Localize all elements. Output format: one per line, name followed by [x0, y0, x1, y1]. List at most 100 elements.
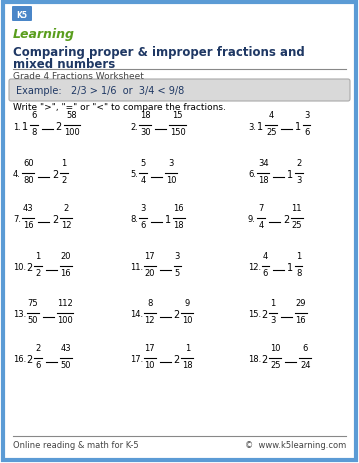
Text: 10: 10 — [270, 343, 281, 352]
Text: 16: 16 — [23, 220, 34, 230]
Text: 6.: 6. — [248, 170, 256, 179]
Text: 17: 17 — [144, 251, 155, 260]
Text: 18: 18 — [182, 360, 193, 369]
Text: 16: 16 — [173, 204, 184, 213]
Text: 3: 3 — [168, 159, 174, 168]
Text: 5.: 5. — [130, 170, 138, 179]
Text: 2: 2 — [296, 159, 302, 168]
Text: 18: 18 — [258, 175, 269, 185]
Text: 8: 8 — [147, 298, 152, 307]
Text: 112: 112 — [57, 298, 73, 307]
Text: 2: 2 — [27, 354, 33, 364]
FancyBboxPatch shape — [12, 7, 32, 22]
Text: 8: 8 — [296, 269, 301, 277]
Text: 30: 30 — [140, 128, 151, 137]
Text: 25: 25 — [292, 220, 302, 230]
Text: 9: 9 — [185, 298, 190, 307]
Text: 12: 12 — [61, 220, 71, 230]
Text: 18: 18 — [140, 111, 151, 120]
Text: 2: 2 — [262, 309, 268, 319]
Text: 6: 6 — [303, 343, 308, 352]
Text: 4: 4 — [263, 251, 268, 260]
Text: 15: 15 — [172, 111, 183, 120]
Text: 2: 2 — [36, 269, 41, 277]
Text: 34: 34 — [258, 159, 269, 168]
Text: 1.: 1. — [13, 122, 21, 131]
Text: 10.: 10. — [13, 263, 26, 272]
Text: 1: 1 — [36, 251, 41, 260]
Text: 13.: 13. — [13, 310, 26, 319]
Text: Example:   2/3 > 1/6  or  3/4 < 9/8: Example: 2/3 > 1/6 or 3/4 < 9/8 — [16, 86, 184, 96]
Text: Write ">", "=" or "<" to compare the fractions.: Write ">", "=" or "<" to compare the fra… — [13, 103, 226, 112]
Text: 100: 100 — [57, 315, 73, 324]
Text: 150: 150 — [170, 128, 186, 137]
Text: 2: 2 — [52, 169, 59, 180]
Text: 14.: 14. — [130, 310, 143, 319]
Text: 5: 5 — [140, 159, 146, 168]
Text: 2: 2 — [174, 309, 180, 319]
Text: K5: K5 — [17, 11, 28, 19]
Text: 20: 20 — [144, 269, 155, 277]
Text: 18.: 18. — [248, 355, 261, 364]
Text: 2: 2 — [262, 354, 268, 364]
Text: 2.: 2. — [130, 122, 138, 131]
Text: 2: 2 — [27, 263, 33, 272]
Text: ©  www.k5learning.com: © www.k5learning.com — [245, 440, 346, 449]
Text: 8: 8 — [31, 128, 37, 137]
Text: 18: 18 — [173, 220, 184, 230]
Text: Grade 4 Fractions Worksheet: Grade 4 Fractions Worksheet — [13, 72, 144, 81]
Text: 100: 100 — [64, 128, 80, 137]
Text: 50: 50 — [27, 315, 38, 324]
Text: 2: 2 — [283, 214, 289, 225]
Text: 4: 4 — [269, 111, 274, 120]
Text: 75: 75 — [27, 298, 38, 307]
Text: 4: 4 — [258, 220, 264, 230]
Text: 9.: 9. — [248, 215, 256, 224]
Text: 3: 3 — [304, 111, 309, 120]
Text: 20: 20 — [61, 251, 71, 260]
Text: 2: 2 — [52, 214, 59, 225]
Text: 3: 3 — [140, 204, 146, 213]
Text: 3: 3 — [175, 251, 180, 260]
Text: 11: 11 — [292, 204, 302, 213]
Text: 15.: 15. — [248, 310, 261, 319]
Text: 8.: 8. — [130, 215, 138, 224]
Text: 17: 17 — [144, 343, 155, 352]
Text: 11.: 11. — [130, 263, 143, 272]
Text: 17.: 17. — [130, 355, 143, 364]
Text: Comparing proper & improper fractions and: Comparing proper & improper fractions an… — [13, 46, 305, 59]
Text: 6: 6 — [304, 128, 309, 137]
Text: 1: 1 — [288, 169, 294, 180]
Text: 6: 6 — [31, 111, 37, 120]
Text: 7: 7 — [258, 204, 264, 213]
Text: mixed numbers: mixed numbers — [13, 58, 115, 71]
Text: 2: 2 — [64, 204, 69, 213]
Text: Online reading & math for K-5: Online reading & math for K-5 — [13, 440, 139, 449]
Text: 1: 1 — [61, 159, 66, 168]
Text: 5: 5 — [175, 269, 180, 277]
Text: 1: 1 — [257, 122, 264, 131]
Text: 7.: 7. — [13, 215, 21, 224]
Text: 1: 1 — [185, 343, 190, 352]
Text: 10: 10 — [144, 360, 155, 369]
Text: 24: 24 — [300, 360, 311, 369]
Text: 4: 4 — [140, 175, 146, 185]
Text: 1: 1 — [22, 122, 28, 131]
Text: 43: 43 — [23, 204, 34, 213]
Text: 25: 25 — [266, 128, 276, 137]
Text: 2: 2 — [56, 122, 62, 131]
Text: 1: 1 — [287, 263, 293, 272]
Text: 1: 1 — [295, 122, 301, 131]
Text: Learning: Learning — [13, 28, 75, 41]
Text: 25: 25 — [270, 360, 281, 369]
Text: 10: 10 — [165, 175, 176, 185]
Text: 3: 3 — [296, 175, 302, 185]
Text: 60: 60 — [23, 159, 34, 168]
Text: 43: 43 — [61, 343, 71, 352]
Text: 16.: 16. — [13, 355, 26, 364]
Text: 6: 6 — [140, 220, 146, 230]
Text: 1: 1 — [271, 298, 276, 307]
Text: 16: 16 — [295, 315, 306, 324]
Text: 4.: 4. — [13, 170, 21, 179]
Text: 1: 1 — [165, 214, 171, 225]
